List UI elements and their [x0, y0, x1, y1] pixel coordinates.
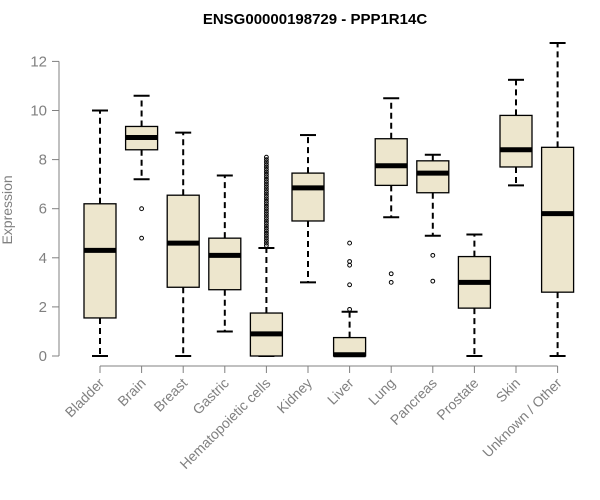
box-unknown-other: [540, 41, 575, 357]
outlier-point: [347, 282, 353, 288]
outlier-point: [264, 184, 269, 190]
outlier-point: [347, 259, 353, 264]
iqr-box: [374, 138, 408, 187]
outlier-point: [264, 154, 269, 160]
outlier-point: [264, 225, 269, 231]
iqr-box: [540, 146, 575, 293]
outlier-point: [264, 211, 269, 217]
outlier-point: [264, 243, 269, 248]
outlier-point: [264, 167, 269, 172]
outlier-point: [264, 176, 269, 182]
x-tick-label: Brain: [114, 375, 148, 409]
outlier-point: [264, 179, 269, 185]
y-tick-label: 4: [39, 250, 47, 267]
outlier-point: [264, 169, 269, 175]
box-hematopoietic-cells: [249, 154, 284, 357]
iqr-box: [416, 160, 450, 194]
iqr-box: [499, 114, 533, 168]
y-axis-label: Expression: [0, 175, 15, 244]
box-gastric: [208, 174, 242, 333]
y-tick-label: 6: [39, 201, 47, 218]
outlier-point: [264, 233, 269, 239]
outlier-point: [264, 238, 269, 244]
outlier-point: [264, 218, 269, 224]
outlier-point: [264, 208, 269, 214]
iqr-box: [83, 203, 117, 319]
iqr-box: [291, 172, 325, 222]
y-tick-label: 10: [30, 103, 47, 120]
outlier-point: [139, 235, 145, 241]
outlier-point: [264, 191, 269, 197]
outlier-point: [388, 271, 394, 277]
outlier-point: [430, 252, 436, 258]
outlier-point: [264, 157, 269, 163]
box-breast: [166, 131, 200, 357]
outlier-point: [347, 306, 353, 312]
outlier-point: [264, 223, 269, 229]
outlier-point: [264, 213, 269, 219]
x-tick-label: Kidney: [274, 375, 316, 417]
outlier-point: [264, 174, 269, 180]
outlier-point: [264, 230, 269, 236]
box-liver: [332, 240, 367, 358]
box-kidney: [291, 134, 325, 284]
y-tick-label: 2: [39, 299, 47, 316]
box-pancreas: [416, 153, 450, 284]
outlier-point: [264, 228, 269, 234]
outlier-point: [264, 189, 269, 194]
outlier-point: [264, 198, 269, 204]
x-tick-label: Skin: [493, 375, 524, 406]
box-bladder: [83, 109, 117, 357]
outlier-point: [264, 186, 269, 192]
outlier-point: [264, 203, 269, 209]
outlier-point: [264, 206, 269, 212]
outlier-point: [388, 279, 394, 285]
boxes-group: [83, 41, 575, 358]
y-tick-label: 12: [30, 53, 47, 70]
y-tick-label: 0: [39, 348, 47, 365]
iqr-box: [208, 237, 242, 291]
outlier-point: [264, 196, 269, 202]
outlier-point: [264, 201, 269, 207]
outlier-point: [264, 240, 269, 246]
outlier-point: [264, 181, 269, 187]
outlier-point: [264, 221, 269, 226]
outlier-point: [139, 206, 145, 212]
box-prostate: [457, 233, 492, 357]
outlier-point: [264, 159, 269, 165]
box-brain: [124, 94, 159, 241]
box-skin: [499, 78, 533, 187]
x-tick-label: Lung: [365, 375, 398, 408]
outlier-point: [264, 164, 269, 170]
x-tick-label: Prostate: [433, 375, 481, 423]
chart-title: ENSG00000198729 - PPP1R14C: [203, 11, 427, 28]
y-tick-label: 8: [39, 152, 47, 169]
x-tick-label: Unknown / Other: [479, 375, 565, 461]
outlier-point: [347, 240, 353, 246]
box-lung: [374, 97, 408, 285]
x-tick-label: Bladder: [62, 375, 108, 421]
outlier-point: [264, 235, 269, 241]
outlier-point: [264, 194, 269, 199]
x-tick-label: Liver: [324, 375, 357, 408]
outlier-point: [430, 278, 436, 284]
outlier-point: [264, 171, 269, 177]
x-tick-label: Breast: [150, 375, 190, 415]
outlier-point: [264, 162, 269, 167]
outlier-point: [264, 216, 269, 221]
